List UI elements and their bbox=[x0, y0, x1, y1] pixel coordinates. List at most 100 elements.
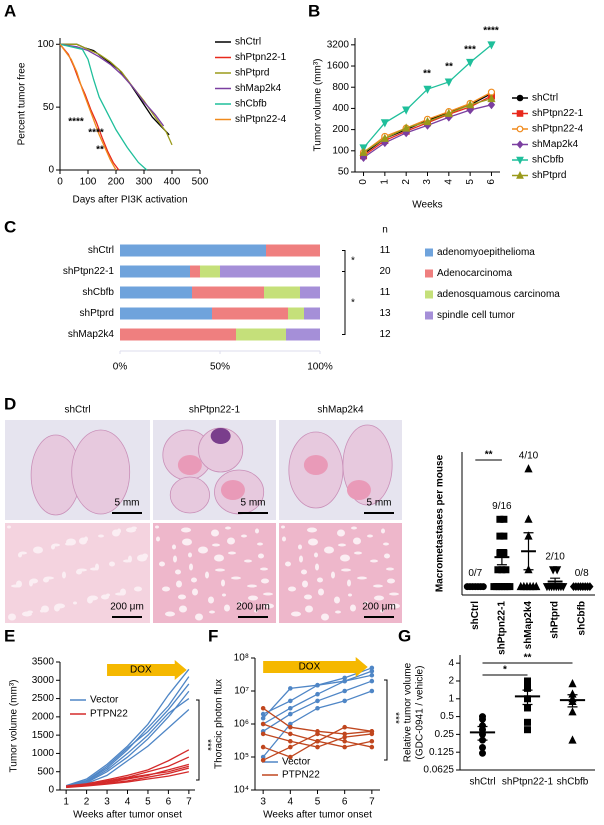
micrograph bbox=[153, 523, 276, 623]
alveolus bbox=[260, 567, 268, 571]
point bbox=[288, 744, 293, 750]
point bbox=[524, 704, 531, 712]
point bbox=[359, 147, 368, 156]
point bbox=[516, 171, 524, 179]
scale-label: 5 mm bbox=[367, 498, 392, 509]
bar-segment bbox=[212, 307, 288, 320]
point bbox=[444, 78, 453, 87]
y-tick-label: 0.25 bbox=[435, 729, 455, 740]
bar-segment bbox=[286, 328, 320, 341]
alveolus bbox=[189, 563, 193, 571]
legend-label: shPtprd bbox=[235, 68, 269, 79]
legend-swatch bbox=[425, 269, 433, 278]
x-tick-label: 4 bbox=[125, 797, 131, 808]
point bbox=[479, 744, 486, 752]
alveolus bbox=[340, 554, 350, 562]
error-bar bbox=[496, 548, 507, 566]
alveolus bbox=[364, 601, 368, 605]
scale-label: 5 mm bbox=[241, 498, 266, 509]
alveolus bbox=[175, 569, 181, 575]
series-line bbox=[66, 749, 190, 787]
y-tick-label: 0 bbox=[48, 165, 54, 176]
alveolus bbox=[302, 580, 308, 588]
legend-label: shMap2k4 bbox=[235, 83, 282, 94]
point bbox=[369, 688, 375, 694]
y-tick-label: 1000 bbox=[32, 748, 55, 759]
legend-label: shPtpn22-1 bbox=[235, 52, 287, 63]
x-tick-label: 4 bbox=[443, 179, 454, 185]
y-tick-label: 3200 bbox=[327, 39, 350, 50]
x-tick-label: 7 bbox=[186, 797, 192, 808]
bar-segment bbox=[264, 286, 300, 299]
legend-label: shCbfb bbox=[235, 99, 267, 110]
category-label: shPtprd bbox=[80, 308, 114, 319]
alveolus bbox=[335, 610, 341, 614]
legend-swatch bbox=[425, 311, 433, 320]
alveolus bbox=[338, 543, 346, 547]
panel-letter: F bbox=[208, 626, 218, 645]
bracket bbox=[196, 699, 200, 781]
tumor bbox=[303, 455, 328, 475]
legend-label: Vector bbox=[282, 757, 311, 768]
bar-segment bbox=[266, 244, 320, 257]
y-tick-label: 10⁴ bbox=[234, 785, 249, 796]
alveolus bbox=[182, 538, 192, 546]
y-tick-label: 50 bbox=[338, 167, 350, 178]
y-axis-title: Tumor volume (mm³) bbox=[313, 59, 324, 152]
point bbox=[568, 735, 577, 744]
alveolus bbox=[225, 526, 231, 530]
point bbox=[315, 744, 320, 750]
alveolus bbox=[7, 525, 11, 529]
alveolus bbox=[209, 610, 215, 614]
alveolus bbox=[387, 578, 395, 584]
alveolus bbox=[179, 605, 187, 613]
error-bar bbox=[523, 532, 534, 571]
y-axis-title: (GDC-0941 / vehicle) bbox=[415, 666, 426, 760]
column-label: shCtrl bbox=[64, 405, 90, 416]
x-axis-title: Weeks after tumor onset bbox=[73, 810, 182, 821]
point bbox=[369, 678, 375, 684]
point bbox=[568, 707, 577, 716]
y-tick-label: 500 bbox=[37, 766, 54, 777]
legend-label: adenosquamous carcinoma bbox=[437, 289, 560, 300]
alveolus bbox=[27, 610, 33, 614]
point bbox=[315, 731, 320, 737]
alveolus bbox=[106, 593, 110, 597]
alveolus bbox=[95, 563, 99, 571]
point bbox=[288, 711, 293, 717]
y-tick-label: 0.0625 bbox=[423, 765, 454, 776]
category-label: shPtpn22-1 bbox=[502, 777, 554, 788]
category-label: shCtrl bbox=[469, 777, 495, 788]
y-tick-label: 3500 bbox=[32, 657, 55, 668]
alveolus bbox=[165, 611, 175, 617]
alveolus bbox=[301, 569, 307, 575]
annotation: ** bbox=[524, 653, 532, 664]
alveolus bbox=[88, 595, 98, 601]
point bbox=[487, 41, 496, 50]
point bbox=[516, 125, 524, 133]
alveolus bbox=[291, 611, 301, 617]
y-tick-label: 10⁵ bbox=[234, 752, 249, 763]
annotation: ** bbox=[445, 62, 453, 73]
point bbox=[315, 698, 320, 704]
point bbox=[288, 754, 293, 760]
point bbox=[532, 581, 541, 591]
legend-label: shPtpn22-4 bbox=[235, 114, 287, 125]
dox-arrow bbox=[263, 657, 368, 677]
alveolus bbox=[41, 605, 49, 613]
group-label: 9/16 bbox=[492, 501, 512, 512]
x-tick-label: 200 bbox=[108, 177, 125, 188]
x-tick-label: 3 bbox=[104, 797, 110, 808]
point bbox=[342, 734, 347, 740]
alveolus bbox=[191, 577, 197, 583]
bar-segment bbox=[192, 286, 264, 299]
alveolus bbox=[212, 543, 220, 547]
alveolus bbox=[308, 538, 318, 546]
alveolus bbox=[52, 543, 60, 547]
n-header: n bbox=[382, 225, 388, 236]
annotation: DOX bbox=[130, 665, 152, 676]
alveolus bbox=[381, 528, 385, 534]
alveolus bbox=[321, 613, 329, 621]
x-tick-label: 400 bbox=[164, 177, 181, 188]
